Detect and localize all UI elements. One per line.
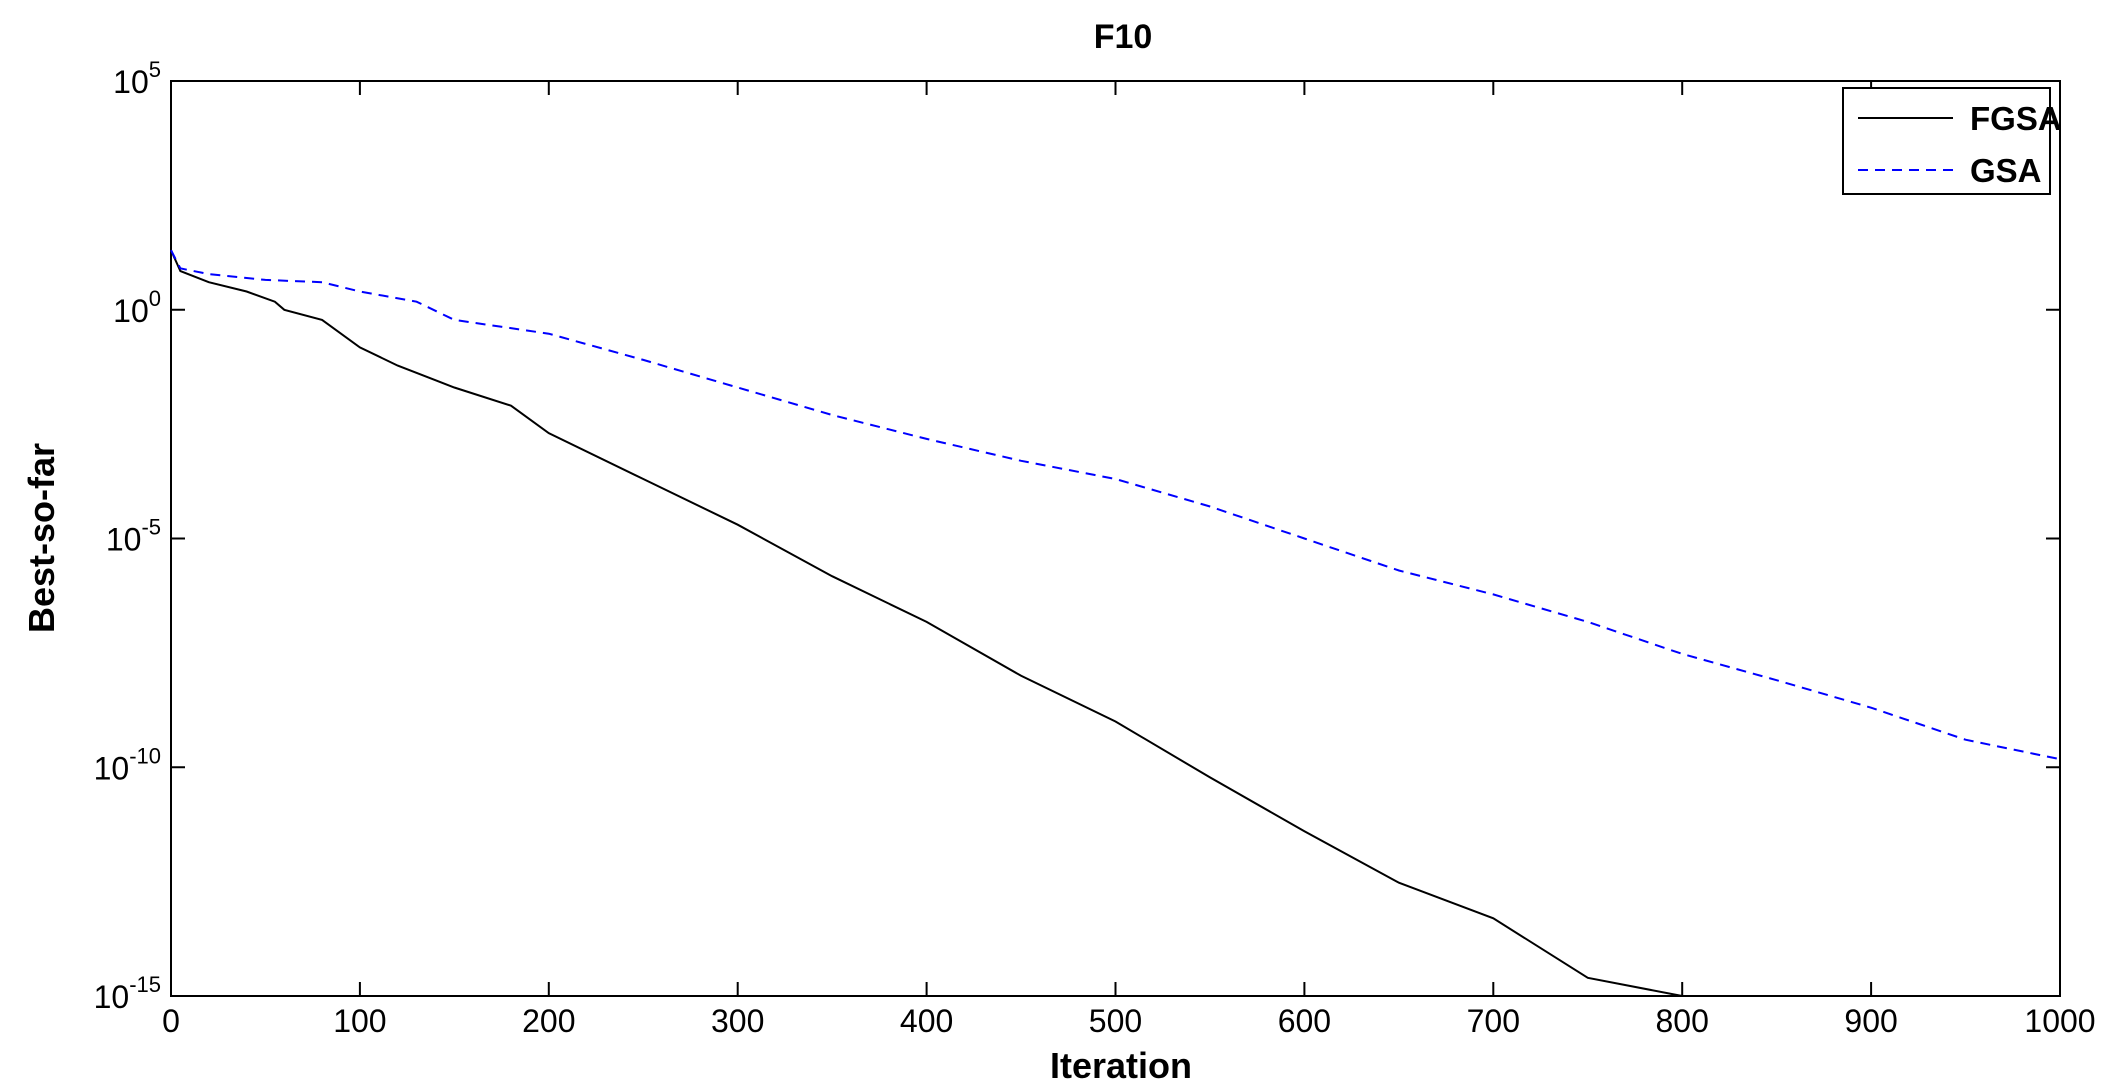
x-tick-label: 800 (1656, 1003, 1709, 1039)
series-lines (170, 249, 2061, 997)
y-tick-label: 10-10 (94, 743, 161, 786)
series-line-fgsa (170, 249, 2060, 997)
x-tick-label: 300 (711, 1003, 764, 1039)
x-tick-label: 900 (1844, 1003, 1897, 1039)
y-tick-label: 10-5 (106, 515, 161, 558)
legend: FGSA GSA (1842, 87, 2062, 195)
legend-label-gsa: GSA (1970, 152, 2042, 189)
series-line-gsa (170, 249, 2061, 761)
legend-label-fgsa: FGSA (1970, 100, 2062, 137)
x-tick-label: 100 (333, 1003, 386, 1039)
x-tick-label: 500 (1089, 1003, 1142, 1039)
x-tick-label: 0 (162, 1003, 180, 1039)
x-tick-label: 600 (1278, 1003, 1331, 1039)
x-axis-title: Iteration (1050, 1045, 1192, 1086)
x-tick-label: 200 (522, 1003, 575, 1039)
x-axis-ticks: 0 100 200 300 400 500 600 700 800 900 1000 (162, 81, 2096, 1039)
y-axis-ticks: 10-15 10-10 10-5 100 105 (94, 57, 2060, 1015)
x-tick-label: 700 (1467, 1003, 1520, 1039)
y-tick-label: 100 (113, 286, 161, 329)
chart-title: F10 (1094, 18, 1153, 56)
y-tick-label: 105 (113, 57, 161, 100)
legend-box (1842, 87, 2051, 195)
x-tick-label: 1000 (2024, 1003, 2095, 1039)
y-tick-label: 10-15 (94, 972, 161, 1015)
plot-area (170, 80, 2061, 997)
y-axis-title: Best-so-far (21, 443, 62, 633)
x-tick-label: 400 (900, 1003, 953, 1039)
